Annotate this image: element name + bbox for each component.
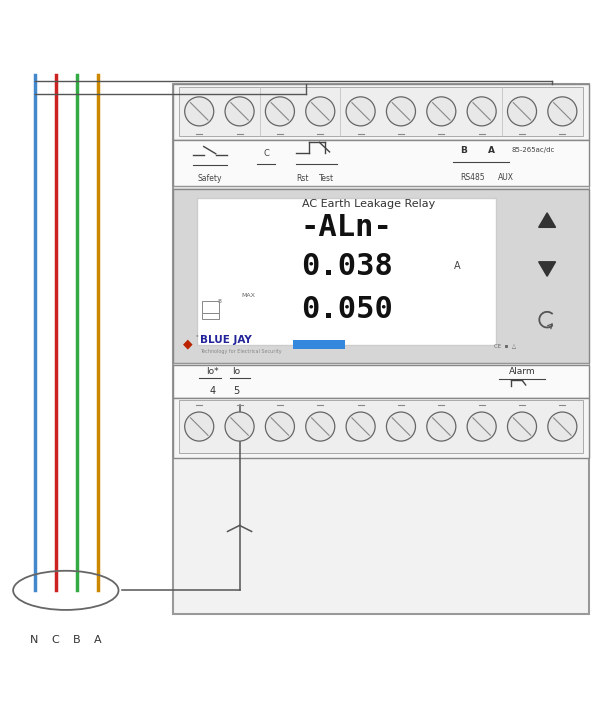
Text: Rst: Rst <box>296 174 309 184</box>
Bar <box>293 341 345 349</box>
Text: AC Earth Leakage Relay: AC Earth Leakage Relay <box>302 199 435 209</box>
Text: Io: Io <box>232 367 240 376</box>
Bar <box>197 198 496 346</box>
Text: 5: 5 <box>233 386 240 396</box>
Bar <box>173 398 589 458</box>
Circle shape <box>306 97 335 126</box>
Circle shape <box>185 97 214 126</box>
Circle shape <box>225 97 254 126</box>
Bar <box>202 300 219 313</box>
Text: 8: 8 <box>217 300 221 305</box>
Text: Alarm: Alarm <box>509 367 535 376</box>
Text: A: A <box>488 146 494 155</box>
Text: C: C <box>263 148 269 158</box>
Text: B: B <box>73 635 80 645</box>
Bar <box>173 141 589 186</box>
Text: -ALn-: -ALn- <box>301 213 393 242</box>
Polygon shape <box>538 213 555 227</box>
Bar <box>173 85 589 141</box>
Text: Safety: Safety <box>197 174 222 184</box>
Bar <box>202 313 219 319</box>
Text: C: C <box>51 635 59 645</box>
Text: 0.038: 0.038 <box>301 252 393 281</box>
Circle shape <box>266 97 295 126</box>
Circle shape <box>225 412 254 441</box>
Circle shape <box>548 97 577 126</box>
Text: Test: Test <box>319 174 334 184</box>
Polygon shape <box>538 262 555 276</box>
Bar <box>179 87 583 136</box>
Bar <box>173 364 589 398</box>
Circle shape <box>548 412 577 441</box>
Text: ◆: ◆ <box>183 337 193 350</box>
Text: 0.050: 0.050 <box>301 295 393 324</box>
Bar <box>173 85 589 614</box>
Text: A: A <box>94 635 102 645</box>
Circle shape <box>306 412 335 441</box>
Circle shape <box>387 412 416 441</box>
Circle shape <box>185 412 214 441</box>
Circle shape <box>427 97 456 126</box>
Circle shape <box>387 97 416 126</box>
Text: Technology for Electrical Security: Technology for Electrical Security <box>200 348 282 353</box>
Circle shape <box>467 97 496 126</box>
Text: B: B <box>460 146 467 155</box>
Circle shape <box>467 412 496 441</box>
Circle shape <box>508 412 537 441</box>
Text: N: N <box>30 635 39 645</box>
Text: 85-265ac/dc: 85-265ac/dc <box>511 148 555 153</box>
Circle shape <box>508 97 537 126</box>
Text: RS485: RS485 <box>460 173 485 182</box>
Text: Io*: Io* <box>206 367 218 376</box>
Text: AUX: AUX <box>498 173 514 182</box>
Circle shape <box>266 412 295 441</box>
Circle shape <box>346 97 375 126</box>
Text: BLUE JAY: BLUE JAY <box>200 336 252 346</box>
Bar <box>173 186 589 189</box>
Bar <box>173 189 589 364</box>
Circle shape <box>346 412 375 441</box>
Text: °: ° <box>195 336 198 341</box>
Text: 4: 4 <box>209 386 215 396</box>
Text: MAX: MAX <box>241 293 255 298</box>
Bar <box>179 400 583 453</box>
Text: A: A <box>454 261 461 271</box>
Text: CE  ▪  △: CE ▪ △ <box>494 343 517 348</box>
Circle shape <box>427 412 456 441</box>
